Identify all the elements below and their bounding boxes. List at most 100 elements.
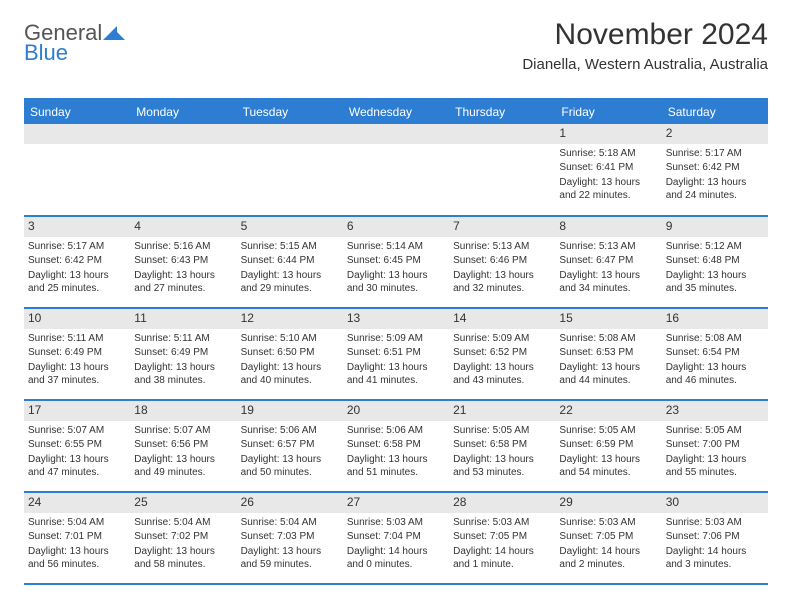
day-number: 18 (130, 401, 236, 421)
sunrise-text: Sunrise: 5:05 AM (559, 424, 657, 438)
sunset-text: Sunset: 6:42 PM (28, 254, 126, 268)
day-number: 12 (237, 309, 343, 329)
day-details: Sunrise: 5:13 AMSunset: 6:46 PMDaylight:… (449, 237, 555, 301)
sunset-text: Sunset: 6:58 PM (453, 438, 551, 452)
day-number: . (237, 124, 343, 144)
calendar-head: SundayMondayTuesdayWednesdayThursdayFrid… (24, 99, 768, 124)
sunset-text: Sunset: 7:00 PM (666, 438, 764, 452)
sunset-text: Sunset: 6:48 PM (666, 254, 764, 268)
daylight-text: Daylight: 13 hours and 54 minutes. (559, 453, 657, 480)
day-number: 7 (449, 217, 555, 237)
day-number: 30 (662, 493, 768, 513)
day-details: Sunrise: 5:09 AMSunset: 6:51 PMDaylight:… (343, 329, 449, 393)
day-details: Sunrise: 5:11 AMSunset: 6:49 PMDaylight:… (24, 329, 130, 393)
day-number: 13 (343, 309, 449, 329)
day-details: Sunrise: 5:04 AMSunset: 7:03 PMDaylight:… (237, 513, 343, 577)
day-number: . (343, 124, 449, 144)
logo: General Blue (24, 22, 125, 64)
day-details: Sunrise: 5:03 AMSunset: 7:05 PMDaylight:… (449, 513, 555, 577)
calendar-cell: 7Sunrise: 5:13 AMSunset: 6:46 PMDaylight… (449, 216, 555, 308)
daylight-text: Daylight: 13 hours and 29 minutes. (241, 269, 339, 296)
daylight-text: Daylight: 14 hours and 1 minute. (453, 545, 551, 572)
calendar-cell: 16Sunrise: 5:08 AMSunset: 6:54 PMDayligh… (662, 308, 768, 400)
sunset-text: Sunset: 6:49 PM (28, 346, 126, 360)
page-title: November 2024 (522, 18, 768, 52)
calendar-cell: 24Sunrise: 5:04 AMSunset: 7:01 PMDayligh… (24, 492, 130, 584)
day-details (449, 144, 555, 151)
day-header: Tuesday (237, 99, 343, 124)
calendar-cell: 28Sunrise: 5:03 AMSunset: 7:05 PMDayligh… (449, 492, 555, 584)
daylight-text: Daylight: 14 hours and 2 minutes. (559, 545, 657, 572)
day-number: 19 (237, 401, 343, 421)
day-details: Sunrise: 5:16 AMSunset: 6:43 PMDaylight:… (130, 237, 236, 301)
daylight-text: Daylight: 13 hours and 40 minutes. (241, 361, 339, 388)
calendar-cell: 5Sunrise: 5:15 AMSunset: 6:44 PMDaylight… (237, 216, 343, 308)
day-number: 14 (449, 309, 555, 329)
daylight-text: Daylight: 13 hours and 27 minutes. (134, 269, 232, 296)
calendar-cell: 17Sunrise: 5:07 AMSunset: 6:55 PMDayligh… (24, 400, 130, 492)
day-header: Sunday (24, 99, 130, 124)
day-number: 21 (449, 401, 555, 421)
calendar-cell: 12Sunrise: 5:10 AMSunset: 6:50 PMDayligh… (237, 308, 343, 400)
sunset-text: Sunset: 7:04 PM (347, 530, 445, 544)
day-header: Thursday (449, 99, 555, 124)
day-details: Sunrise: 5:04 AMSunset: 7:01 PMDaylight:… (24, 513, 130, 577)
daylight-text: Daylight: 13 hours and 25 minutes. (28, 269, 126, 296)
sunrise-text: Sunrise: 5:04 AM (28, 516, 126, 530)
daylight-text: Daylight: 13 hours and 47 minutes. (28, 453, 126, 480)
sunrise-text: Sunrise: 5:17 AM (28, 240, 126, 254)
day-number: . (24, 124, 130, 144)
sunrise-text: Sunrise: 5:08 AM (666, 332, 764, 346)
calendar-cell: 25Sunrise: 5:04 AMSunset: 7:02 PMDayligh… (130, 492, 236, 584)
day-details: Sunrise: 5:11 AMSunset: 6:49 PMDaylight:… (130, 329, 236, 393)
day-number: 3 (24, 217, 130, 237)
day-number: 27 (343, 493, 449, 513)
day-details: Sunrise: 5:03 AMSunset: 7:05 PMDaylight:… (555, 513, 661, 577)
daylight-text: Daylight: 13 hours and 46 minutes. (666, 361, 764, 388)
sunset-text: Sunset: 6:45 PM (347, 254, 445, 268)
sunset-text: Sunset: 7:06 PM (666, 530, 764, 544)
day-number: 16 (662, 309, 768, 329)
day-details: Sunrise: 5:07 AMSunset: 6:55 PMDaylight:… (24, 421, 130, 485)
day-details: Sunrise: 5:08 AMSunset: 6:54 PMDaylight:… (662, 329, 768, 393)
sunrise-text: Sunrise: 5:17 AM (666, 147, 764, 161)
day-details: Sunrise: 5:04 AMSunset: 7:02 PMDaylight:… (130, 513, 236, 577)
daylight-text: Daylight: 13 hours and 32 minutes. (453, 269, 551, 296)
sunset-text: Sunset: 7:01 PM (28, 530, 126, 544)
sunrise-text: Sunrise: 5:11 AM (134, 332, 232, 346)
calendar-cell: 18Sunrise: 5:07 AMSunset: 6:56 PMDayligh… (130, 400, 236, 492)
calendar-cell: . (237, 124, 343, 216)
sunset-text: Sunset: 6:53 PM (559, 346, 657, 360)
sunrise-text: Sunrise: 5:07 AM (134, 424, 232, 438)
calendar-week-row: 24Sunrise: 5:04 AMSunset: 7:01 PMDayligh… (24, 492, 768, 584)
day-number: 25 (130, 493, 236, 513)
day-details (237, 144, 343, 151)
day-number: 10 (24, 309, 130, 329)
sunrise-text: Sunrise: 5:13 AM (453, 240, 551, 254)
calendar-cell: 9Sunrise: 5:12 AMSunset: 6:48 PMDaylight… (662, 216, 768, 308)
logo-line2: Blue (24, 42, 125, 64)
sunrise-text: Sunrise: 5:03 AM (559, 516, 657, 530)
calendar-body: .....1Sunrise: 5:18 AMSunset: 6:41 PMDay… (24, 124, 768, 584)
calendar-cell: 6Sunrise: 5:14 AMSunset: 6:45 PMDaylight… (343, 216, 449, 308)
sunset-text: Sunset: 7:03 PM (241, 530, 339, 544)
sunset-text: Sunset: 7:05 PM (453, 530, 551, 544)
calendar-cell: 14Sunrise: 5:09 AMSunset: 6:52 PMDayligh… (449, 308, 555, 400)
daylight-text: Daylight: 13 hours and 51 minutes. (347, 453, 445, 480)
daylight-text: Daylight: 13 hours and 58 minutes. (134, 545, 232, 572)
calendar-cell: 4Sunrise: 5:16 AMSunset: 6:43 PMDaylight… (130, 216, 236, 308)
day-details: Sunrise: 5:17 AMSunset: 6:42 PMDaylight:… (662, 144, 768, 208)
sunrise-text: Sunrise: 5:06 AM (347, 424, 445, 438)
day-number: 1 (555, 124, 661, 144)
sunset-text: Sunset: 6:46 PM (453, 254, 551, 268)
day-details: Sunrise: 5:18 AMSunset: 6:41 PMDaylight:… (555, 144, 661, 208)
day-number: 24 (24, 493, 130, 513)
day-header: Wednesday (343, 99, 449, 124)
daylight-text: Daylight: 13 hours and 50 minutes. (241, 453, 339, 480)
day-number: 8 (555, 217, 661, 237)
sunrise-text: Sunrise: 5:09 AM (347, 332, 445, 346)
calendar-cell: . (24, 124, 130, 216)
day-details: Sunrise: 5:14 AMSunset: 6:45 PMDaylight:… (343, 237, 449, 301)
calendar-cell: 2Sunrise: 5:17 AMSunset: 6:42 PMDaylight… (662, 124, 768, 216)
sunrise-text: Sunrise: 5:08 AM (559, 332, 657, 346)
